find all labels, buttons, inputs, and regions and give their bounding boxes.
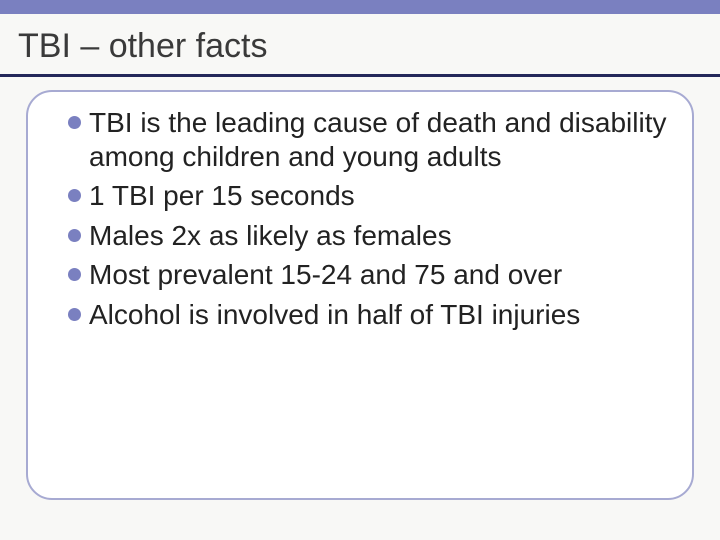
bullet-text: Alcohol is involved in half of TBI injur… [89,298,668,332]
bullet-dot-icon [68,308,81,321]
title-underline [0,74,720,77]
bullet-dot-icon [68,268,81,281]
bullet-dot-icon [68,189,81,202]
bullet-item: Alcohol is involved in half of TBI injur… [68,298,668,332]
bullet-dot-icon [68,116,81,129]
bullet-item: Most prevalent 15-24 and 75 and over [68,258,668,292]
bullet-list: TBI is the leading cause of death and di… [68,106,668,338]
accent-band [0,0,720,14]
bullet-text: 1 TBI per 15 seconds [89,179,668,213]
bullet-text: Males 2x as likely as females [89,219,668,253]
bullet-dot-icon [68,229,81,242]
bullet-item: 1 TBI per 15 seconds [68,179,668,213]
bullet-text: Most prevalent 15-24 and 75 and over [89,258,668,292]
slide-title: TBI – other facts [18,27,267,66]
bullet-text: TBI is the leading cause of death and di… [89,106,668,173]
bullet-item: TBI is the leading cause of death and di… [68,106,668,173]
bullet-item: Males 2x as likely as females [68,219,668,253]
